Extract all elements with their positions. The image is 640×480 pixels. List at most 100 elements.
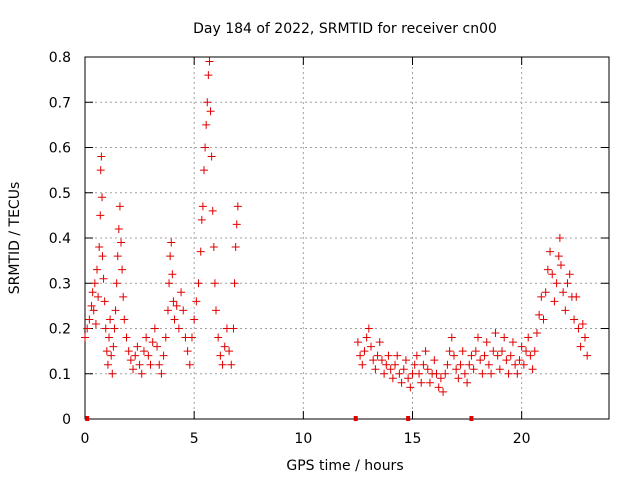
data-point: [471, 347, 480, 356]
data-point: [445, 347, 454, 356]
data-point: [89, 306, 98, 315]
data-point: [95, 243, 104, 252]
data-point: [563, 279, 572, 288]
data-point: [487, 369, 496, 378]
data-point: [583, 351, 592, 360]
data-point: [131, 351, 140, 360]
zero-value-marker: [353, 416, 358, 421]
y-tick-label: 0.7: [49, 95, 71, 111]
data-point: [447, 333, 456, 342]
x-tick-label: 0: [81, 431, 90, 447]
data-point: [167, 238, 176, 247]
data-point: [96, 211, 105, 220]
data-point: [124, 347, 133, 356]
data-point: [139, 347, 148, 356]
data-point: [199, 166, 208, 175]
y-tick-label: 0.8: [49, 50, 71, 66]
data-point: [90, 279, 99, 288]
data-point: [417, 378, 426, 387]
data-point: [232, 220, 241, 229]
data-point: [153, 342, 162, 351]
data-point: [460, 369, 469, 378]
data-point: [225, 347, 234, 356]
data-point: [100, 297, 109, 306]
data-point: [452, 365, 461, 374]
data-point: [185, 360, 194, 369]
data-point: [93, 265, 102, 274]
data-point: [535, 310, 544, 319]
chart-title: Day 184 of 2022, SRMTID for receiver cn0…: [193, 21, 497, 37]
data-point: [122, 333, 131, 342]
data-point: [550, 297, 559, 306]
data-point: [230, 279, 239, 288]
data-point: [382, 360, 391, 369]
data-point: [391, 360, 400, 369]
data-points: [81, 57, 592, 396]
data-point: [99, 274, 108, 283]
data-point: [467, 351, 476, 360]
data-point: [543, 265, 552, 274]
data-point: [203, 98, 212, 107]
data-point: [528, 365, 537, 374]
data-point: [498, 347, 507, 356]
data-point: [115, 202, 124, 211]
data-point: [532, 329, 541, 338]
data-point: [539, 315, 548, 324]
data-point: [112, 279, 121, 288]
x-tick-label: 20: [513, 431, 531, 447]
data-point: [572, 292, 581, 301]
data-point: [111, 306, 120, 315]
data-point: [456, 360, 465, 369]
data-point: [369, 356, 378, 365]
data-point: [367, 342, 376, 351]
data-point: [179, 306, 188, 315]
data-point: [476, 356, 485, 365]
data-point: [204, 71, 213, 80]
data-point: [441, 369, 450, 378]
data-point: [449, 351, 458, 360]
data-point: [210, 279, 219, 288]
data-point: [508, 338, 517, 347]
data-point: [197, 215, 206, 224]
data-point: [574, 324, 583, 333]
data-point: [209, 243, 218, 252]
data-point: [530, 347, 539, 356]
data-point: [113, 252, 122, 261]
data-point: [502, 356, 511, 365]
data-point: [114, 224, 123, 233]
data-point: [454, 374, 463, 383]
x-tick-label: 15: [404, 431, 422, 447]
data-point: [371, 365, 380, 374]
data-point: [91, 319, 100, 328]
data-point: [386, 365, 395, 374]
data-point: [388, 374, 397, 383]
data-point: [358, 360, 367, 369]
data-point: [227, 360, 236, 369]
x-tick-label: 5: [190, 431, 199, 447]
data-point: [555, 234, 564, 242]
data-point: [216, 351, 225, 360]
data-point: [98, 193, 107, 202]
data-point: [108, 369, 117, 378]
y-tick-label: 0.3: [49, 276, 71, 292]
data-point: [526, 351, 535, 360]
data-point: [109, 342, 118, 351]
data-point: [155, 360, 164, 369]
data-point: [97, 152, 106, 161]
data-point: [192, 297, 201, 306]
data-point: [220, 342, 229, 351]
y-tick-label: 0.6: [49, 141, 71, 157]
data-point: [397, 378, 406, 387]
data-point: [106, 315, 115, 324]
data-point: [208, 206, 217, 215]
data-point: [81, 333, 89, 342]
data-point: [364, 324, 373, 333]
data-point: [214, 333, 223, 342]
data-point: [548, 270, 557, 279]
data-point: [83, 324, 92, 333]
data-point: [103, 360, 112, 369]
data-point: [146, 360, 155, 369]
data-point: [133, 342, 142, 351]
data-point: [559, 288, 568, 297]
data-point: [556, 261, 565, 270]
